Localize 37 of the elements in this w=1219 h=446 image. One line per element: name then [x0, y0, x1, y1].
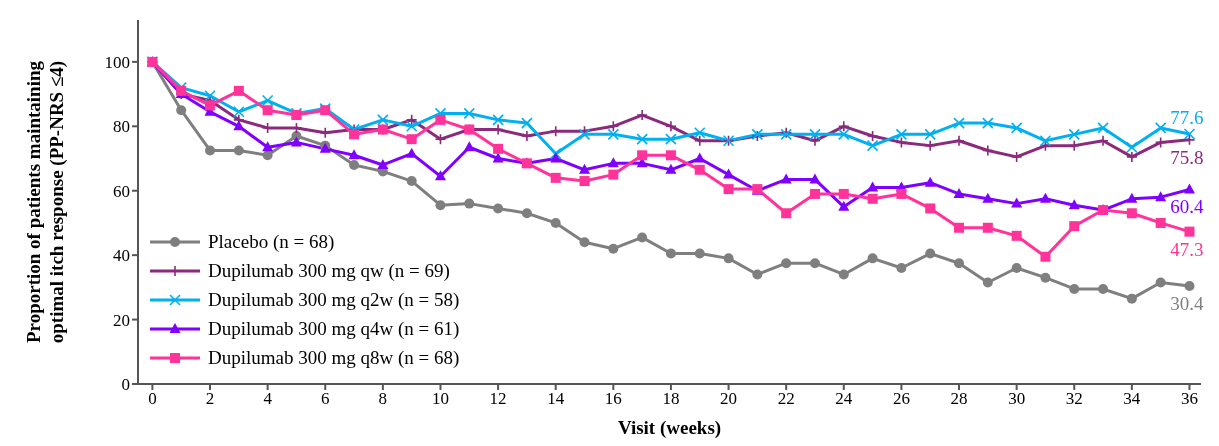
- data-label: 60.4: [1170, 196, 1204, 218]
- x-tick-label: 32: [1065, 389, 1083, 409]
- data-label: 30.4: [1170, 293, 1204, 315]
- x-tick-label: 0: [148, 389, 157, 409]
- data-label: 47.3: [1170, 238, 1204, 260]
- x-tick-label: 8: [378, 389, 388, 409]
- x-tick-label: 10: [431, 389, 449, 409]
- x-tick-label: 2: [205, 389, 215, 409]
- y-tick-label: 100: [104, 52, 130, 72]
- x-tick-label: 12: [489, 389, 507, 409]
- x-tick-label: 36: [1180, 389, 1198, 409]
- legend-label: Dupilumab 300 mg q2w (n = 58): [208, 288, 460, 312]
- x-tick-label: 30: [1008, 389, 1026, 409]
- legend-label: Dupilumab 300 mg q4w (n = 61): [208, 317, 460, 341]
- x-tick-label: 20: [720, 389, 738, 409]
- y-tick-label: 60: [113, 181, 130, 201]
- x-tick-label: 14: [547, 389, 565, 409]
- x-tick-label: 34: [1123, 389, 1141, 409]
- data-label: 77.6: [1170, 107, 1204, 129]
- x-tick-label: 4: [263, 389, 273, 409]
- x-tick-label: 22: [777, 389, 795, 409]
- y-axis-title: Proportion of patients maintaining optimal itch response (PP-NRS ≤4): [23, 60, 68, 344]
- y-tick-label: 20: [113, 310, 130, 330]
- x-tick-label: 18: [662, 389, 680, 409]
- y-tick-label: 80: [113, 117, 130, 137]
- y-tick-label: 40: [113, 246, 130, 266]
- x-tick-label: 28: [950, 389, 968, 409]
- x-tick-label: 6: [321, 389, 330, 409]
- legend-label: Dupilumab 300 mg q8w (n = 68): [208, 346, 460, 370]
- data-label: 75.8: [1170, 146, 1204, 168]
- x-tick-label: 16: [604, 389, 622, 409]
- x-tick-label: 26: [892, 389, 910, 409]
- x-axis-title: Visit (weeks): [617, 417, 722, 439]
- legend-label: Placebo (n = 68): [208, 230, 335, 254]
- legend-label: Dupilumab 300 mg qw (n = 69): [208, 259, 450, 283]
- y-tick-label: 0: [121, 375, 130, 395]
- x-tick-label: 24: [835, 389, 853, 409]
